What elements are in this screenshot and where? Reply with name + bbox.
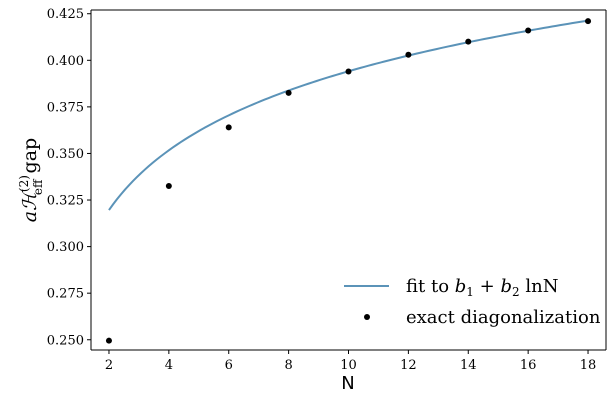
data-point: [465, 38, 472, 45]
y-label-sub: eff: [31, 178, 45, 195]
legend-fit-label: fit to b1 + b2 lnN: [406, 276, 558, 299]
fit-curve: [108, 19, 589, 211]
data-point: [285, 89, 292, 96]
y-label-sup: (2): [17, 175, 31, 192]
y-tick-label: 0.375: [47, 100, 84, 115]
series-layer: [105, 18, 592, 344]
legend-points-label: exact diagonalization: [406, 307, 601, 328]
x-tick-label: 2: [105, 358, 113, 373]
y-tick-label: 0.250: [47, 333, 84, 348]
y-axis-ticks: 0.250 0.275 0.300 0.325 0.350 0.375 0.400 0.425: [47, 7, 91, 348]
x-tick-label: 4: [165, 358, 173, 373]
legend-points-swatch: [364, 314, 370, 320]
data-point: [525, 27, 532, 34]
y-tick-label: 0.425: [47, 7, 84, 22]
y-tick-label: 0.275: [47, 287, 84, 302]
data-point: [105, 337, 112, 344]
y-axis-label: aℋ(2)eff gap: [17, 138, 45, 222]
y-tick-label: 0.400: [47, 54, 84, 69]
x-tick-label: 8: [284, 358, 292, 373]
x-tick-label: 18: [580, 358, 597, 373]
plot-frame: [90, 9, 607, 351]
data-point: [345, 68, 352, 75]
y-tick-label: 0.325: [47, 194, 84, 209]
data-point: [165, 183, 172, 190]
y-label-text: gap: [19, 138, 41, 174]
data-point: [585, 18, 592, 25]
data-point: [225, 124, 232, 131]
x-tick-label: 6: [225, 358, 233, 373]
y-label-symbol: ℋ: [19, 189, 41, 211]
x-tick-label: 14: [460, 358, 477, 373]
x-axis-label: N: [341, 373, 354, 394]
y-tick-label: 0.300: [47, 240, 84, 255]
svg-text:aℋ(2)effgap: aℋ(2)eff gap: [17, 138, 45, 222]
x-tick-label: 10: [340, 358, 357, 373]
data-point: [405, 51, 412, 58]
y-label-prefix: a: [19, 211, 41, 222]
y-tick-label: 0.350: [47, 147, 84, 162]
x-tick-label: 12: [400, 358, 417, 373]
x-axis-ticks: 2 4 6 8 10 12 14 16 18: [105, 350, 596, 373]
x-tick-label: 16: [520, 358, 537, 373]
legend: fit to b1 + b2 lnN exact diagonalization: [344, 276, 601, 328]
